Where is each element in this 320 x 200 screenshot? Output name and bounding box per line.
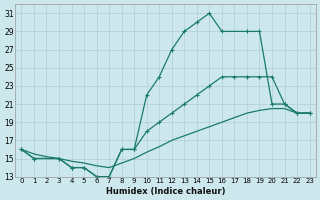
X-axis label: Humidex (Indice chaleur): Humidex (Indice chaleur) — [106, 187, 225, 196]
